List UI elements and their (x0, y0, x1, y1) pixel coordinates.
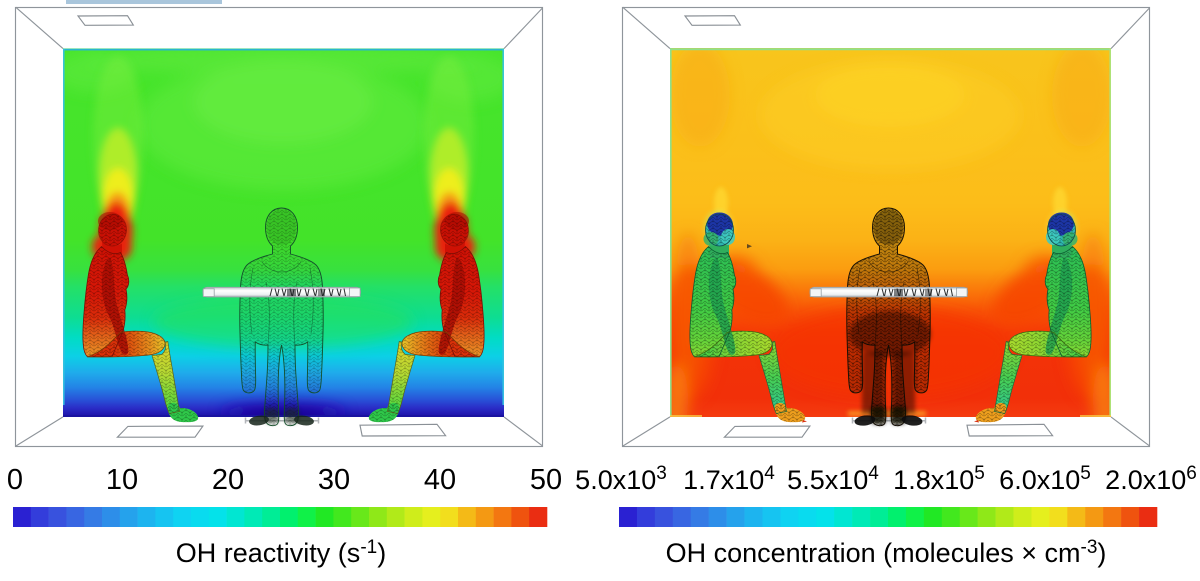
svg-text:OH concentration (molecules ×: OH concentration (molecules × cm-3) (666, 537, 1107, 568)
svg-text:0: 0 (7, 464, 23, 496)
svg-text:40: 40 (424, 464, 456, 496)
svg-text:20: 20 (212, 464, 244, 496)
svg-text:1.7x104: 1.7x104 (683, 463, 775, 495)
svg-text:5.0x103: 5.0x103 (575, 463, 667, 495)
svg-text:6.0x105: 6.0x105 (999, 463, 1091, 495)
svg-text:OH reactivity (s-1): OH reactivity (s-1) (176, 537, 386, 568)
svg-text:2.0x106: 2.0x106 (1105, 463, 1197, 495)
svg-text:30: 30 (318, 464, 350, 496)
svg-text:50: 50 (530, 464, 562, 496)
svg-text:5.5x104: 5.5x104 (787, 463, 879, 495)
svg-text:10: 10 (106, 464, 138, 496)
svg-text:1.8x105: 1.8x105 (893, 463, 985, 495)
